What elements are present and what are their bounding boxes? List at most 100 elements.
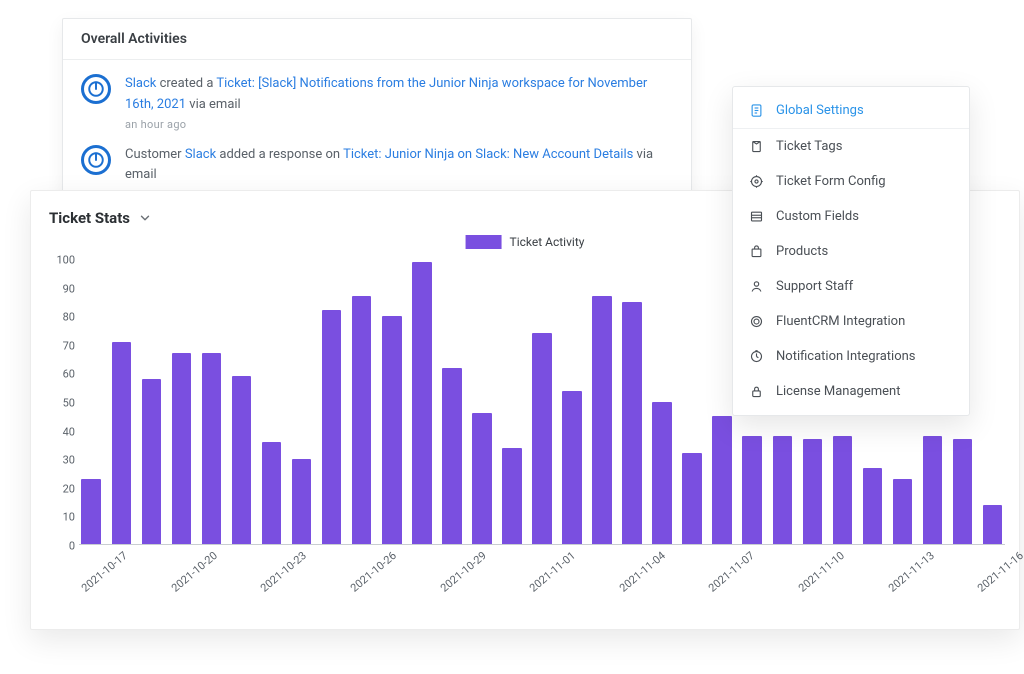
y-axis-tick: 100 bbox=[41, 254, 75, 267]
y-axis-tick: 0 bbox=[41, 540, 75, 553]
bar-slot bbox=[500, 259, 525, 545]
bar[interactable] bbox=[682, 453, 702, 545]
bag-icon bbox=[749, 244, 764, 259]
bar-slot bbox=[229, 259, 254, 545]
bar[interactable] bbox=[442, 368, 462, 545]
bar-slot bbox=[410, 259, 435, 545]
bar[interactable] bbox=[712, 416, 732, 545]
x-axis-tick: 2021-10-29 bbox=[437, 549, 467, 615]
bar[interactable] bbox=[893, 479, 913, 545]
x-axis-tick: 2021-10-20 bbox=[169, 549, 199, 615]
bar[interactable] bbox=[202, 353, 222, 545]
bar-slot bbox=[289, 259, 314, 545]
y-axis-tick: 20 bbox=[41, 482, 75, 495]
legend-label: Ticket Activity bbox=[510, 235, 585, 249]
activity-text-segment: added a response on bbox=[216, 147, 343, 162]
bar[interactable] bbox=[983, 505, 1003, 545]
x-axis-label: 2021-11-10 bbox=[796, 549, 847, 595]
bar-slot bbox=[79, 259, 104, 545]
x-axis-label: 2021-11-16 bbox=[975, 549, 1024, 595]
y-axis-tick: 10 bbox=[41, 511, 75, 524]
bar[interactable] bbox=[142, 379, 162, 545]
fields-icon bbox=[749, 209, 764, 224]
x-axis-label: 2021-11-13 bbox=[886, 549, 937, 595]
bar[interactable] bbox=[863, 468, 883, 545]
activity-link[interactable]: Ticket: Junior Ninja on Slack: New Accou… bbox=[343, 147, 633, 162]
x-axis-tick: 2021-11-04 bbox=[617, 549, 647, 615]
user-icon bbox=[749, 279, 764, 294]
menu-item-label: Products bbox=[776, 244, 828, 259]
menu-item-label: Ticket Tags bbox=[776, 139, 842, 154]
power-icon bbox=[81, 145, 111, 175]
bar[interactable] bbox=[592, 296, 612, 545]
activity-text-segment: Customer bbox=[125, 147, 185, 162]
menu-item-label: Notification Integrations bbox=[776, 349, 916, 364]
overall-activities-card: Overall Activities Slack created a Ticke… bbox=[62, 18, 692, 214]
activity-timestamp: an hour ago bbox=[125, 118, 673, 131]
menu-item-fluentcrm-integration[interactable]: FluentCRM Integration bbox=[733, 304, 969, 339]
x-axis-baseline bbox=[79, 544, 1005, 545]
legend-swatch bbox=[466, 235, 502, 249]
activity-body: Slack created a Ticket: [Slack] Notifica… bbox=[125, 74, 673, 131]
menu-item-ticket-tags[interactable]: Ticket Tags bbox=[733, 129, 969, 164]
y-axis-tick: 30 bbox=[41, 454, 75, 467]
bar[interactable] bbox=[232, 376, 252, 545]
bar[interactable] bbox=[112, 342, 132, 545]
bar[interactable] bbox=[953, 439, 973, 545]
bar-slot bbox=[470, 259, 495, 545]
bar[interactable] bbox=[622, 302, 642, 545]
menu-item-label: Custom Fields bbox=[776, 209, 859, 224]
x-axis-labels: 2021-10-172021-10-202021-10-232021-10-26… bbox=[79, 549, 1005, 615]
bar[interactable] bbox=[532, 333, 552, 545]
bar-slot bbox=[680, 259, 705, 545]
bar[interactable] bbox=[322, 310, 342, 545]
power-icon bbox=[81, 74, 111, 104]
menu-item-label: FluentCRM Integration bbox=[776, 314, 905, 329]
menu-item-license-management[interactable]: License Management bbox=[733, 374, 969, 409]
activity-link[interactable]: Slack bbox=[185, 147, 216, 162]
x-axis-label: 2021-10-23 bbox=[258, 549, 309, 595]
bar[interactable] bbox=[262, 442, 282, 545]
bar[interactable] bbox=[803, 439, 823, 545]
bar-slot bbox=[440, 259, 465, 545]
menu-item-label: License Management bbox=[776, 384, 900, 399]
bar[interactable] bbox=[652, 402, 672, 545]
menu-item-global-settings[interactable]: Global Settings bbox=[733, 93, 969, 129]
bar[interactable] bbox=[773, 436, 793, 545]
bell-icon bbox=[749, 349, 764, 364]
lock-icon bbox=[749, 384, 764, 399]
bar[interactable] bbox=[292, 459, 312, 545]
y-axis-tick: 90 bbox=[41, 282, 75, 295]
y-axis-tick: 40 bbox=[41, 425, 75, 438]
menu-item-ticket-form-config[interactable]: Ticket Form Config bbox=[733, 164, 969, 199]
bar-slot bbox=[650, 259, 675, 545]
menu-item-custom-fields[interactable]: Custom Fields bbox=[733, 199, 969, 234]
bar-slot bbox=[139, 259, 164, 545]
bar[interactable] bbox=[502, 448, 522, 545]
bar[interactable] bbox=[472, 413, 492, 545]
bar[interactable] bbox=[923, 436, 943, 545]
bar[interactable] bbox=[833, 436, 853, 545]
x-axis-tick: 2021-11-01 bbox=[527, 549, 557, 615]
bar-slot bbox=[590, 259, 615, 545]
menu-item-notification-integrations[interactable]: Notification Integrations bbox=[733, 339, 969, 374]
menu-item-products[interactable]: Products bbox=[733, 234, 969, 269]
menu-item-support-staff[interactable]: Support Staff bbox=[733, 269, 969, 304]
y-axis: 0102030405060708090100 bbox=[41, 259, 79, 545]
bar[interactable] bbox=[352, 296, 372, 545]
y-axis-tick: 50 bbox=[41, 397, 75, 410]
menu-item-label: Ticket Form Config bbox=[776, 174, 886, 189]
bar[interactable] bbox=[562, 391, 582, 545]
bar-slot bbox=[530, 259, 555, 545]
activity-link[interactable]: Slack bbox=[125, 76, 156, 91]
bar[interactable] bbox=[172, 353, 192, 545]
activity-text-segment: created a bbox=[156, 76, 216, 91]
bar-slot bbox=[379, 259, 404, 545]
chevron-down-icon bbox=[138, 211, 152, 225]
x-axis-tick: 2021-10-26 bbox=[348, 549, 378, 615]
bar[interactable] bbox=[412, 262, 432, 545]
bar[interactable] bbox=[81, 479, 101, 545]
bar[interactable] bbox=[742, 436, 762, 545]
x-axis-label: 2021-11-01 bbox=[527, 549, 578, 595]
bar[interactable] bbox=[382, 316, 402, 545]
